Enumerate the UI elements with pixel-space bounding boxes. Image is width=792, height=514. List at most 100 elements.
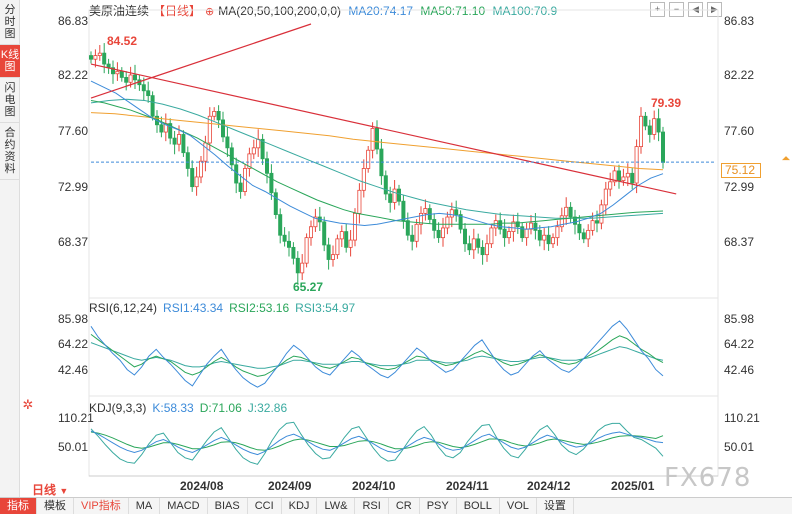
candle-body xyxy=(256,138,261,149)
candle-body xyxy=(559,215,564,228)
bottom-tab-cci[interactable]: CCI xyxy=(248,498,282,514)
candle-body xyxy=(344,231,349,248)
y-label-right: 82.22 xyxy=(724,68,755,82)
bottom-tab-kdj[interactable]: KDJ xyxy=(282,498,318,514)
candle-body xyxy=(181,134,186,154)
bottom-tab-lw[interactable]: LW& xyxy=(317,498,356,514)
candle-body xyxy=(286,240,291,248)
kdj-j-value: J:32.86 xyxy=(247,401,288,415)
candle-body xyxy=(119,70,124,78)
tab-contract-info[interactable]: 合约资料 xyxy=(0,123,20,180)
x-label: 2024/08 xyxy=(180,479,224,493)
candle-body xyxy=(225,136,230,149)
candle-body xyxy=(462,228,467,245)
bottom-tab-psy[interactable]: PSY xyxy=(420,498,457,514)
period-selector[interactable]: 日线 ▼ xyxy=(20,481,84,497)
candle-body xyxy=(537,229,542,241)
candle-body xyxy=(581,232,586,240)
bottom-tab-settings[interactable]: 设置 xyxy=(537,498,574,514)
bottom-tab-template[interactable]: 模板 xyxy=(37,498,74,514)
candle-body xyxy=(621,176,626,182)
kdj-params[interactable]: KDJ(9,3,3) xyxy=(89,401,147,415)
y-label-left: 72.99 xyxy=(58,180,89,194)
bottom-tab-vol[interactable]: VOL xyxy=(500,498,537,514)
candle-body xyxy=(586,229,591,240)
kdj-info: KDJ(9,3,3) K:58.33 D:71.06 J:32.86 xyxy=(89,401,293,415)
candle-body xyxy=(304,237,309,264)
candle-body xyxy=(216,111,221,121)
rsi1-value: RSI1:43.34 xyxy=(163,301,224,315)
candle-body xyxy=(595,220,600,224)
candle-body xyxy=(502,228,507,239)
rsi-params[interactable]: RSI(6,12,24) xyxy=(89,301,158,315)
candle-body xyxy=(423,208,428,214)
candle-body xyxy=(476,238,481,248)
bottom-tab-cr[interactable]: CR xyxy=(389,498,420,514)
candle-body xyxy=(401,200,406,222)
candle-body xyxy=(352,212,357,241)
bottom-tab-macd[interactable]: MACD xyxy=(160,498,208,514)
period-label[interactable]: 【日线】 xyxy=(153,4,202,18)
bottom-tab-bias[interactable]: BIAS xyxy=(208,498,248,514)
candle-body xyxy=(630,172,635,184)
bottom-tab-ma[interactable]: MA xyxy=(129,498,161,514)
candle-body xyxy=(168,123,173,139)
ma20-value: MA20:74.17 xyxy=(348,4,414,18)
ma200-line xyxy=(90,112,664,171)
y-label-left: 82.22 xyxy=(58,68,89,82)
candle-body xyxy=(251,147,256,155)
gear-icon[interactable]: ✲ xyxy=(22,397,34,412)
candle-body xyxy=(212,111,217,117)
bottom-tab-indicator[interactable]: 指标 xyxy=(0,498,37,514)
kdj-k-value: K:58.33 xyxy=(152,401,194,415)
candle-body xyxy=(278,214,283,236)
ma-params[interactable]: MA(20,50,100,200,0,0) xyxy=(218,4,341,18)
trendline-lower xyxy=(90,63,677,195)
candle-body xyxy=(564,206,569,217)
rsi-y-label-right: 85.98 xyxy=(724,312,755,326)
bottom-tab-boll[interactable]: BOLL xyxy=(457,498,500,514)
candle-body xyxy=(656,118,661,133)
kdj-y-label-right: 110.21 xyxy=(724,411,760,425)
candle-body xyxy=(159,124,164,133)
candle-body xyxy=(176,134,181,145)
y-label-left: 77.60 xyxy=(58,124,89,138)
candle-body xyxy=(652,118,657,135)
x-label: 2024/11 xyxy=(446,479,489,493)
candle-body xyxy=(414,223,419,242)
candle-body xyxy=(366,149,371,169)
candle-body xyxy=(264,158,269,174)
candle-body xyxy=(330,254,335,260)
bottom-tab-rsi[interactable]: RSI xyxy=(355,498,389,514)
price-arrow-icon xyxy=(782,156,790,161)
candle-body xyxy=(617,170,622,182)
tab-flash[interactable]: 闪电图 xyxy=(0,78,20,123)
candle-body xyxy=(471,238,476,251)
add-indicator-icon[interactable]: ⊕ xyxy=(205,6,215,18)
candle-body xyxy=(405,220,410,236)
candle-body xyxy=(449,209,454,218)
x-label: 2024/12 xyxy=(527,479,571,493)
candle-body xyxy=(260,138,265,160)
rsi-y-label: 64.22 xyxy=(58,337,89,351)
tab-time-sharing[interactable]: 分时图 xyxy=(0,0,20,45)
rsi-y-label: 85.98 xyxy=(58,312,89,326)
candle-body xyxy=(220,119,225,138)
recent-high-label: 79.39 xyxy=(651,96,682,110)
candle-body xyxy=(335,238,340,256)
tab-kline[interactable]: K线图 xyxy=(0,45,20,78)
ma100-line xyxy=(90,98,664,219)
trendline-upper xyxy=(90,23,312,99)
candle-body xyxy=(612,170,617,183)
ma20-line xyxy=(90,80,664,230)
candle-body xyxy=(348,239,353,248)
candle-body xyxy=(128,74,133,83)
candle-body xyxy=(141,84,146,92)
kdj-y-label-right: 50.01 xyxy=(724,440,755,454)
rsi3-line xyxy=(90,342,664,369)
kline-chart[interactable] xyxy=(0,0,792,497)
candle-body xyxy=(625,172,630,178)
period-selector-label: 日线 xyxy=(32,483,57,497)
ma100-value: MA100:70.9 xyxy=(492,4,558,18)
bottom-tab-vip[interactable]: VIP指标 xyxy=(74,498,129,514)
